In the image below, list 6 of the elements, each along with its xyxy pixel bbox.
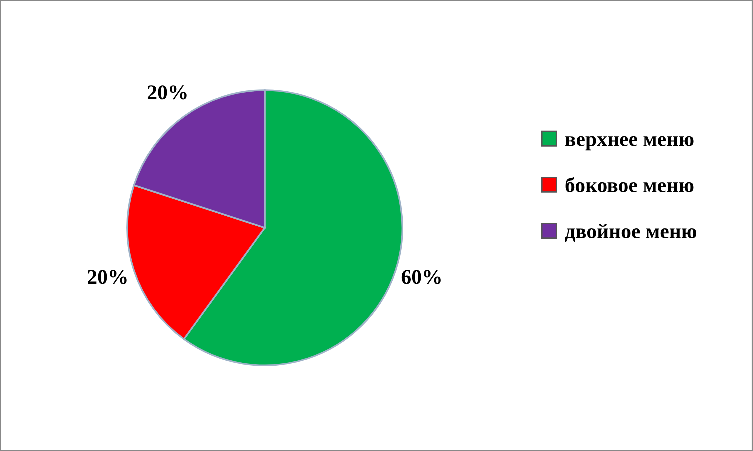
legend-label: двойное меню xyxy=(565,224,697,242)
data-label: 60% xyxy=(402,270,441,284)
data-label: 20% xyxy=(88,270,127,284)
legend-label: боковое меню xyxy=(566,177,694,192)
data-label: 20% xyxy=(148,86,187,100)
legend-label: верхнее меню xyxy=(566,136,694,151)
